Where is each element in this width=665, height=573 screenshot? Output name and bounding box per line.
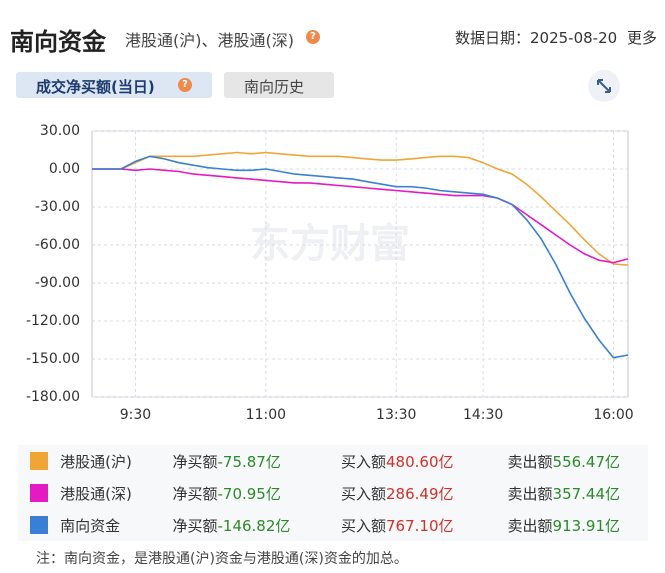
legend-name: 港股通(深) bbox=[60, 484, 132, 503]
legend-row: 港股通(深) 净买额-70.95亿 买入额286.49亿 卖出额357.44亿 bbox=[18, 477, 648, 509]
y-tick-label: -120.00 bbox=[26, 313, 80, 329]
summary-label: 卖出额 bbox=[507, 484, 553, 503]
summary-cell: 买入额286.49亿 bbox=[341, 477, 508, 509]
legend-swatch bbox=[30, 484, 48, 503]
summary-value: -75.87亿 bbox=[217, 452, 281, 471]
x-tick-label: 9:30 bbox=[120, 407, 151, 423]
summary-label: 净买额 bbox=[172, 452, 218, 471]
summary-value: 286.49亿 bbox=[386, 484, 454, 503]
line-series bbox=[92, 151, 629, 266]
expand-icon bbox=[597, 79, 611, 93]
summary-cell: 卖出额556.47亿 bbox=[508, 445, 648, 477]
note: 注：南向资金，是港股通(沪)资金与港股通(深)资金的加总。 bbox=[36, 551, 408, 567]
expand-button[interactable] bbox=[588, 70, 620, 102]
summary-value: 357.44亿 bbox=[552, 484, 621, 503]
y-tick-label: 0.00 bbox=[49, 161, 80, 177]
watermark: 东方财富 bbox=[250, 221, 410, 267]
legend-name: 南向资金 bbox=[60, 516, 121, 535]
summary-value: 913.91亿 bbox=[552, 516, 621, 535]
date: 数据日期：2025-08-20 bbox=[455, 29, 618, 47]
summary-cell: 买入额480.60亿 bbox=[341, 445, 508, 477]
tab[interactable]: 南向历史 bbox=[224, 72, 334, 98]
summary-label: 买入额 bbox=[341, 484, 387, 503]
legend-swatch-cell bbox=[18, 477, 60, 509]
summary-cell: 净买额-146.82亿 bbox=[172, 509, 341, 541]
y-tick-label: -60.00 bbox=[35, 237, 80, 253]
x-tick-label: 14:30 bbox=[463, 407, 503, 423]
line-series bbox=[92, 155, 629, 359]
summary-label: 卖出额 bbox=[507, 452, 553, 471]
legend-swatch-cell bbox=[18, 445, 60, 477]
x-tick-label: 16:00 bbox=[593, 407, 633, 423]
y-tick-label: 30.00 bbox=[40, 123, 80, 139]
summary-cell: 买入额767.10亿 bbox=[341, 509, 508, 541]
summary-value: 480.60亿 bbox=[386, 452, 454, 471]
summary: 港股通(沪) 净买额-75.87亿 买入额480.60亿 卖出额556.47亿 港股通(… bbox=[18, 445, 648, 541]
summary-label: 卖出额 bbox=[507, 516, 553, 535]
summary-value: 767.10亿 bbox=[386, 516, 454, 535]
line-series bbox=[92, 168, 629, 264]
chart: 东方财富 30.00 0.00 -30.00 -60.00 -90.00 -120.00 -… bbox=[26, 123, 634, 423]
summary-cell: 卖出额357.44亿 bbox=[508, 477, 648, 509]
subtitle: 港股通(沪)、港股通(深) bbox=[125, 31, 294, 50]
legend-table: 港股通(沪) 净买额-75.87亿 买入额480.60亿 卖出额556.47亿 港股通(… bbox=[18, 445, 648, 541]
summary-label: 净买额 bbox=[172, 484, 218, 503]
title: 南向资金 bbox=[10, 28, 106, 56]
y-tick-label: -90.00 bbox=[35, 275, 80, 291]
summary-cell: 净买额-75.87亿 bbox=[172, 445, 341, 477]
summary-label: 买入额 bbox=[341, 452, 387, 471]
help-icon[interactable]: ? bbox=[178, 78, 192, 92]
y-tick-label: -150.00 bbox=[26, 351, 80, 367]
summary-value: 556.47亿 bbox=[552, 452, 621, 471]
legend-swatch bbox=[30, 452, 48, 471]
tab-active[interactable]: 成交净买额(当日) ? bbox=[16, 72, 212, 98]
summary-value: -146.82亿 bbox=[217, 516, 291, 535]
summary-value: -70.95亿 bbox=[217, 484, 281, 503]
legend-name: 港股通(沪) bbox=[60, 452, 132, 471]
summary-cell: 卖出额913.91亿 bbox=[508, 509, 648, 541]
y-tick-label: -30.00 bbox=[35, 199, 80, 215]
legend-swatch bbox=[30, 516, 48, 535]
tab-label: 南向历史 bbox=[244, 78, 305, 96]
x-tick-label: 11:00 bbox=[246, 407, 286, 423]
plot-frame bbox=[91, 130, 629, 398]
legend-swatch-cell bbox=[18, 509, 60, 541]
y-tick-label: -180.00 bbox=[26, 389, 80, 405]
x-tick-label: 13:30 bbox=[376, 407, 416, 423]
summary-cell: 净买额-70.95亿 bbox=[172, 477, 341, 509]
legend-row: 南向资金 净买额-146.82亿 买入额767.10亿 卖出额913.91亿 bbox=[18, 509, 648, 541]
help-icon[interactable]: ? bbox=[306, 30, 320, 44]
tab-label: 成交净买额(当日) bbox=[36, 78, 155, 96]
summary-label: 买入额 bbox=[341, 516, 387, 535]
legend-row: 港股通(沪) 净买额-75.87亿 买入额480.60亿 卖出额556.47亿 bbox=[18, 445, 648, 477]
summary-label: 净买额 bbox=[172, 516, 218, 535]
more-link[interactable]: 更多 bbox=[627, 29, 658, 47]
